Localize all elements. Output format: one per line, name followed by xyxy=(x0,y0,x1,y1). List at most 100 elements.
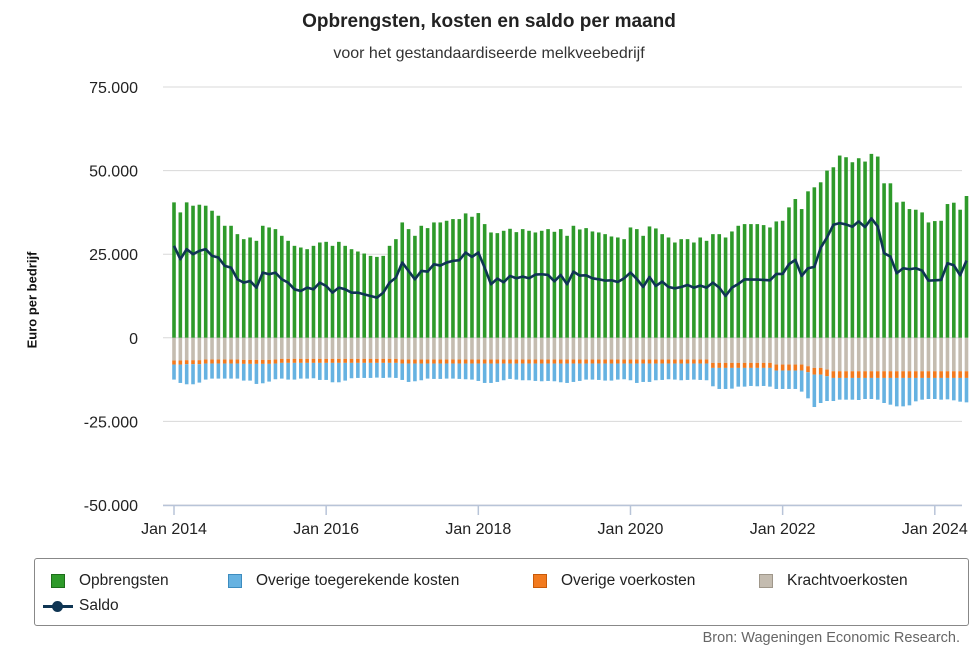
bar-overige-voerkosten xyxy=(260,359,265,364)
bar-krachtvoerkosten xyxy=(444,337,449,360)
bar-overige-voerkosten xyxy=(768,362,772,368)
bar-opbrengsten xyxy=(438,222,443,338)
bar-overige-toegerekende-kosten xyxy=(723,367,728,389)
bar-opbrengsten xyxy=(311,245,316,338)
bar-opbrengsten xyxy=(913,209,918,338)
bar-overige-toegerekende-kosten xyxy=(939,377,943,400)
bar-overige-toegerekende-kosten xyxy=(527,363,531,381)
bar-overige-toegerekende-kosten xyxy=(799,370,804,392)
bar-overige-voerkosten xyxy=(495,359,500,364)
bar-overige-toegerekende-kosten xyxy=(761,367,766,386)
bar-krachtvoerkosten xyxy=(184,337,189,361)
bar-overige-voerkosten xyxy=(394,358,398,363)
bar-opbrengsten xyxy=(844,157,848,338)
bar-opbrengsten xyxy=(172,202,176,338)
legend-item-overige-voerkosten[interactable]: Overige voerkosten xyxy=(533,572,695,590)
bar-overige-toegerekende-kosten xyxy=(254,363,259,384)
bar-opbrengsten xyxy=(260,225,265,338)
bar-opbrengsten xyxy=(482,224,487,338)
bar-opbrengsten xyxy=(470,216,474,338)
bar-krachtvoerkosten xyxy=(958,337,962,372)
bar-krachtvoerkosten xyxy=(717,337,722,363)
bar-krachtvoerkosten xyxy=(368,337,373,359)
bar-opbrengsten xyxy=(647,226,652,338)
bar-opbrengsten xyxy=(603,234,607,338)
bar-krachtvoerkosten xyxy=(907,337,912,372)
bar-opbrengsten xyxy=(558,229,563,338)
bar-krachtvoerkosten xyxy=(565,337,569,360)
bar-overige-toegerekende-kosten xyxy=(184,364,189,385)
bar-opbrengsten xyxy=(203,205,208,338)
bar-opbrengsten xyxy=(210,210,214,338)
bar-overige-voerkosten xyxy=(419,359,424,364)
bar-krachtvoerkosten xyxy=(419,337,424,360)
bar-opbrengsten xyxy=(476,213,481,338)
legend-label: Opbrengsten xyxy=(79,572,169,589)
bar-overige-toegerekende-kosten xyxy=(812,374,817,408)
bar-overige-toegerekende-kosten xyxy=(850,377,855,400)
bar-overige-toegerekende-kosten xyxy=(520,363,525,381)
bar-opbrengsten xyxy=(882,183,886,338)
bar-krachtvoerkosten xyxy=(387,337,392,359)
bar-opbrengsten xyxy=(343,245,347,338)
bar-opbrengsten xyxy=(178,212,183,338)
bar-opbrengsten xyxy=(299,247,303,338)
bar-overige-toegerekende-kosten xyxy=(330,362,335,383)
bar-overige-voerkosten xyxy=(565,359,569,364)
bar-overige-toegerekende-kosten xyxy=(381,362,386,378)
bar-opbrengsten xyxy=(514,232,519,338)
bar-overige-voerkosten xyxy=(362,358,366,363)
bar-overige-toegerekende-kosten xyxy=(844,377,848,400)
bar-overige-voerkosten xyxy=(780,364,785,371)
bar-krachtvoerkosten xyxy=(704,337,709,360)
bar-overige-toegerekende-kosten xyxy=(476,363,481,381)
bar-opbrengsten xyxy=(254,240,259,338)
bar-overige-toegerekende-kosten xyxy=(774,370,779,389)
bar-krachtvoerkosten xyxy=(812,337,817,368)
bar-opbrengsten xyxy=(698,237,703,338)
bar-overige-toegerekende-kosten xyxy=(577,363,582,381)
legend-item-saldo[interactable]: Saldo xyxy=(43,597,119,615)
legend-item-opbrengsten[interactable]: Opbrengsten xyxy=(51,572,169,590)
bar-opbrengsten xyxy=(419,225,424,338)
bar-krachtvoerkosten xyxy=(318,337,322,359)
bar-overige-toegerekende-kosten xyxy=(711,367,715,387)
bar-opbrengsten xyxy=(768,227,772,338)
bar-krachtvoerkosten xyxy=(584,337,588,360)
bar-overige-toegerekende-kosten xyxy=(609,363,614,381)
bar-krachtvoerkosten xyxy=(875,337,880,372)
bar-overige-toegerekende-kosten xyxy=(318,362,322,380)
legend-label: Overige voerkosten xyxy=(561,572,696,589)
bar-overige-voerkosten xyxy=(730,362,734,368)
bar-opbrengsten xyxy=(400,222,405,338)
bar-krachtvoerkosten xyxy=(736,337,741,363)
bar-overige-voerkosten xyxy=(229,359,233,364)
bar-overige-toegerekende-kosten xyxy=(432,363,436,379)
bar-overige-toegerekende-kosten xyxy=(197,364,202,383)
bar-overige-voerkosten xyxy=(216,359,221,364)
bar-overige-toegerekende-kosten xyxy=(933,377,937,399)
bar-overige-toegerekende-kosten xyxy=(863,377,867,399)
bar-overige-voerkosten xyxy=(279,358,284,363)
bar-krachtvoerkosten xyxy=(723,337,728,363)
bar-overige-toegerekende-kosten xyxy=(894,377,899,407)
bar-overige-voerkosten xyxy=(736,362,741,368)
bar-opbrengsten xyxy=(660,234,664,338)
legend-item-overige-toegerekende-kosten[interactable]: Overige toegerekende kosten xyxy=(228,572,459,590)
bar-overige-voerkosten xyxy=(818,367,823,375)
bar-overige-voerkosten xyxy=(831,371,836,378)
legend-item-krachtvoerkosten[interactable]: Krachtvoerkosten xyxy=(759,572,908,590)
bar-overige-toegerekende-kosten xyxy=(311,362,316,379)
bar-overige-voerkosten xyxy=(837,371,842,378)
bar-krachtvoerkosten xyxy=(856,337,861,372)
bar-krachtvoerkosten xyxy=(495,337,500,360)
bar-opbrengsten xyxy=(818,182,823,338)
bar-overige-voerkosten xyxy=(844,371,848,378)
bar-krachtvoerkosten xyxy=(768,337,772,363)
bar-overige-voerkosten xyxy=(210,359,214,364)
bar-krachtvoerkosten xyxy=(356,337,360,359)
bar-overige-voerkosten xyxy=(324,358,328,363)
bar-krachtvoerkosten xyxy=(863,337,867,372)
bar-overige-voerkosten xyxy=(609,359,614,364)
bar-overige-voerkosten xyxy=(546,359,550,364)
